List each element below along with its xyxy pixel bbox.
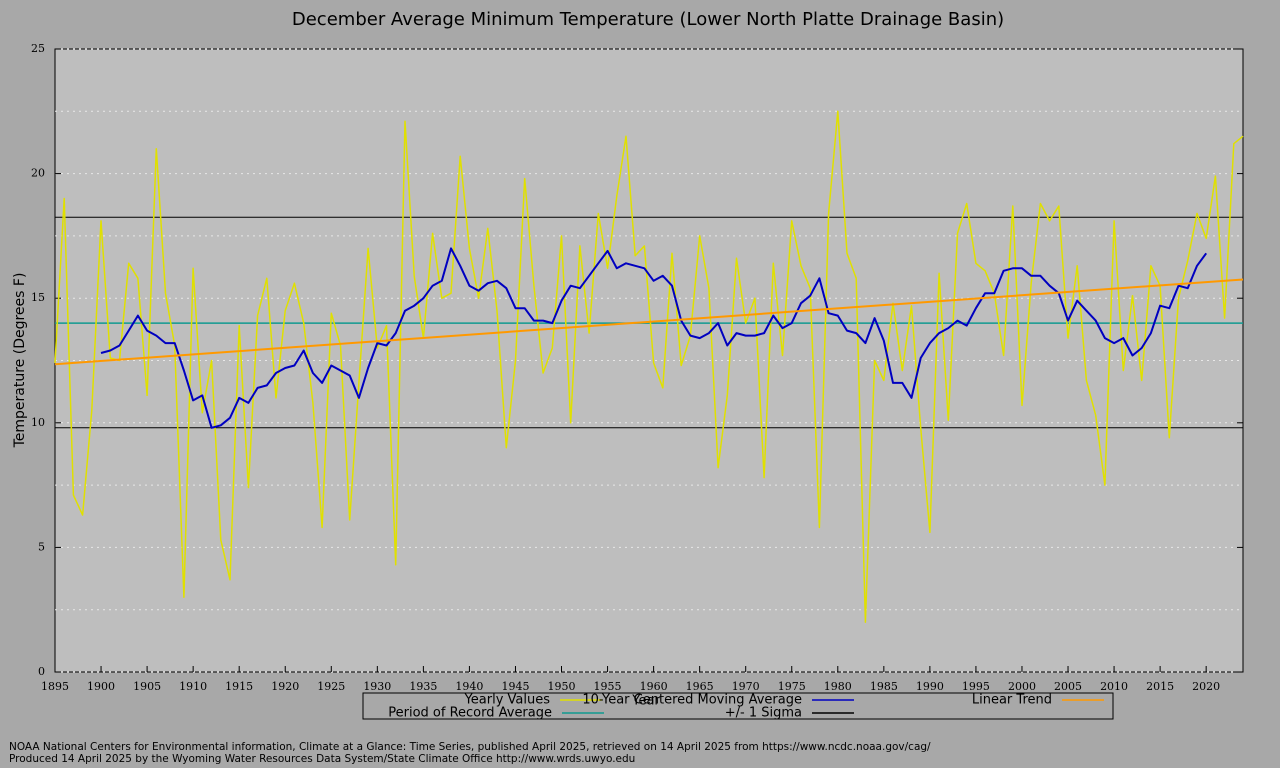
x-tick-label: 1905 (133, 680, 161, 693)
x-tick-label: 1995 (962, 680, 990, 693)
chart-title: December Average Minimum Temperature (Lo… (292, 9, 1004, 30)
x-tick-label: 1900 (87, 680, 115, 693)
legend-label: +/- 1 Sigma (725, 706, 802, 721)
x-tick-label: 2020 (1192, 680, 1220, 693)
x-tick-label: 2010 (1100, 680, 1128, 693)
x-tick-label: 1950 (548, 680, 576, 693)
footnote: Produced 14 April 2025 by the Wyoming Wa… (9, 753, 635, 765)
trend-line (54, 278, 1244, 366)
y-tick-label: 20 (31, 167, 45, 180)
x-tick-label: 1965 (686, 680, 714, 693)
x-tick-label: 1895 (41, 680, 69, 693)
x-tick-label: 1970 (732, 680, 760, 693)
y-tick-label: 15 (31, 291, 45, 304)
y-tick-label: 5 (38, 540, 45, 553)
y-tick-label: 0 (38, 665, 45, 678)
x-tick-label: 1980 (824, 680, 852, 693)
x-tick-label: 1930 (363, 680, 391, 693)
x-tick-label: 1915 (225, 680, 253, 693)
y-tick-label: 10 (31, 416, 45, 429)
x-tick-label: 2005 (1054, 680, 1082, 693)
x-tick-label: 1920 (271, 680, 299, 693)
y-axis-label: Temperature (Degrees F) (12, 273, 28, 449)
x-tick-label: 1940 (455, 680, 483, 693)
legend-label: Period of Record Average (388, 706, 552, 721)
x-axis-label: Year (631, 694, 660, 709)
legend-box (362, 692, 1114, 720)
x-tick-label: 1960 (640, 680, 668, 693)
x-tick-label: 2015 (1146, 680, 1174, 693)
x-tick-label: 2000 (1008, 680, 1036, 693)
x-tick-label: 1910 (179, 680, 207, 693)
y-tick-label: 25 (31, 42, 45, 55)
legend-label: Yearly Values (464, 693, 551, 708)
x-tick-label: 1945 (501, 680, 529, 693)
x-tick-label: 1990 (916, 680, 944, 693)
footnote: NOAA National Centers for Environmental … (9, 741, 931, 753)
x-tick-label: 1955 (594, 680, 622, 693)
legend-label: Linear Trend (972, 693, 1052, 708)
yearly-line (54, 110, 1244, 623)
moving-average-line (100, 247, 1208, 429)
x-tick-label: 1935 (409, 680, 437, 693)
x-tick-label: 1985 (870, 680, 898, 693)
legend-label: 10-Year Centered Moving Average (582, 693, 802, 708)
x-tick-label: 1975 (778, 680, 806, 693)
x-tick-label: 1925 (317, 680, 345, 693)
